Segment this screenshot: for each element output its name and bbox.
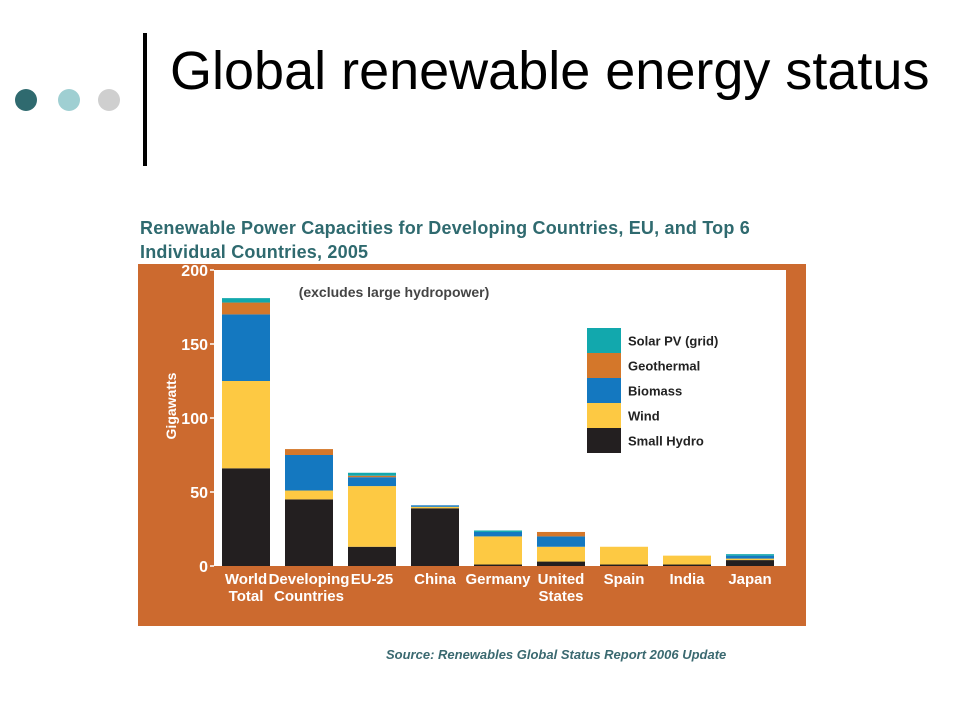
x-tick-label: Germany <box>465 571 531 588</box>
bar-segment <box>285 455 333 491</box>
bar-segment <box>537 536 585 547</box>
bar-segment <box>474 564 522 566</box>
bar-segment <box>663 555 711 565</box>
bar-segment <box>348 475 396 478</box>
bar-segment <box>411 505 459 507</box>
bar-segment <box>600 546 648 565</box>
legend-label: Biomass <box>628 384 682 399</box>
chart-subtitle: Renewable Power Capacities for Developin… <box>140 218 750 262</box>
x-tick-label: Spain <box>604 571 645 588</box>
bar-segment <box>348 477 396 487</box>
slide-title: Global renewable energy status <box>170 41 930 101</box>
bar-segment <box>474 530 522 532</box>
bar-segment <box>411 506 459 509</box>
x-tick-label: Developing <box>269 571 350 588</box>
title-divider <box>143 33 147 166</box>
x-tick-label: EU-25 <box>351 571 394 588</box>
y-tick-label: 100 <box>181 411 208 428</box>
bar-segment <box>537 531 585 537</box>
bar-segment <box>222 381 270 469</box>
x-tick-label: Total <box>229 588 264 605</box>
legend-swatch <box>587 378 621 403</box>
bar-segment <box>348 546 396 566</box>
legend-label: Wind <box>628 409 660 424</box>
x-tick-label: States <box>538 588 583 605</box>
legend-label: Solar PV (grid) <box>628 334 718 349</box>
bar-segment <box>537 546 585 562</box>
x-tick-label: World <box>225 571 267 588</box>
x-tick-label: United <box>538 571 585 588</box>
legend-swatch <box>587 428 621 453</box>
bar-segment <box>285 449 333 455</box>
bar-segment <box>663 564 711 566</box>
chart-note: (excludes large hydropower) <box>299 284 490 300</box>
y-tick-label: 150 <box>181 337 208 354</box>
y-tick-label: 50 <box>190 485 208 502</box>
bullet-dot-gray <box>98 89 120 111</box>
legend-label: Geothermal <box>628 359 700 374</box>
bar-segment <box>348 472 396 476</box>
bar-segment <box>726 560 774 566</box>
y-tick-label: 0 <box>199 559 208 576</box>
bar-segment <box>474 536 522 565</box>
renewable-capacity-chart: 0 50 100 150 200 Gigawatts (excludes large hyd… <box>138 264 806 626</box>
bar-segment <box>474 531 522 537</box>
legend-label: Small Hydro <box>628 434 704 449</box>
x-tick-label: India <box>669 571 705 588</box>
bar-segment <box>222 298 270 303</box>
bar-segment <box>726 558 774 561</box>
x-tick-label: Japan <box>728 571 771 588</box>
x-tick-label: Countries <box>274 588 344 605</box>
bar-segment <box>222 314 270 381</box>
legend-swatch <box>587 328 621 353</box>
bullet-dot-dark <box>15 89 37 111</box>
bar-segment <box>726 554 774 556</box>
source-citation: Source: Renewables Global Status Report … <box>386 647 727 662</box>
y-axis-label: Gigawatts <box>163 372 179 439</box>
bar-segment <box>348 486 396 547</box>
bullet-dot-teal <box>58 89 80 111</box>
x-tick-label: China <box>414 571 456 588</box>
bar-segment <box>285 499 333 566</box>
bar-segment <box>600 564 648 566</box>
y-tick-label: 200 <box>181 264 208 280</box>
bar-segment <box>222 302 270 315</box>
legend-swatch <box>587 403 621 428</box>
bar-segment <box>222 468 270 566</box>
legend-swatch <box>587 353 621 378</box>
bar-segment <box>537 561 585 566</box>
bar-segment <box>285 490 333 500</box>
bar-segment <box>726 555 774 559</box>
bar-segment <box>411 508 459 566</box>
